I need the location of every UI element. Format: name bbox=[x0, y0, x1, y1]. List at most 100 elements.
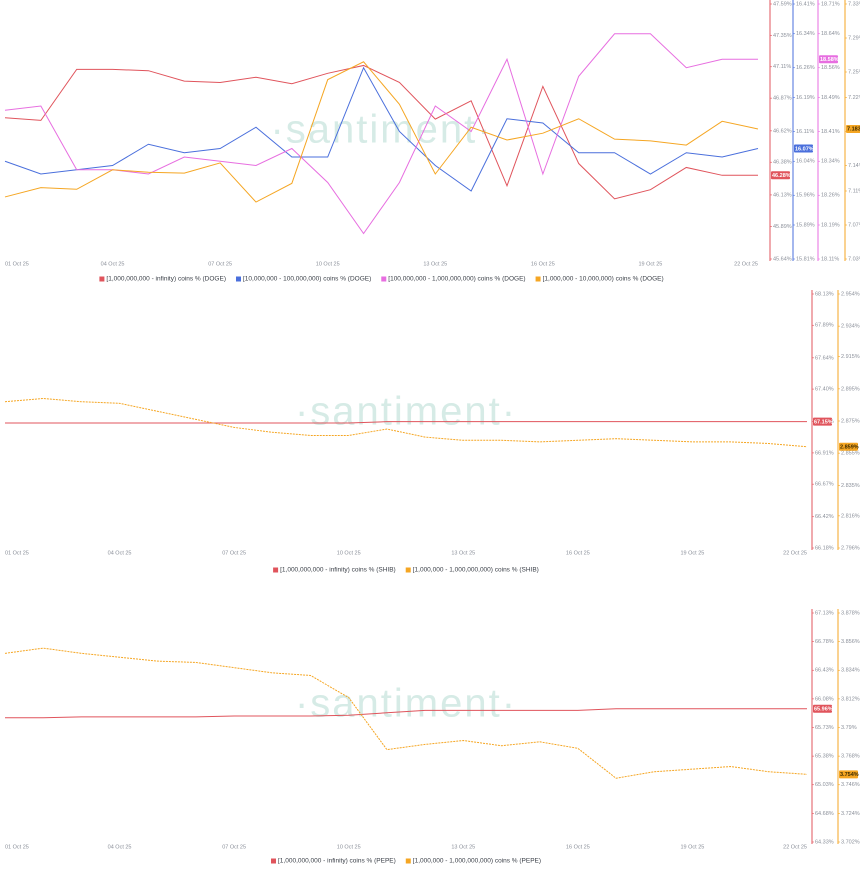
y-tick-label: 66.43% bbox=[815, 668, 834, 674]
x-tick-label: 04 Oct 25 bbox=[108, 550, 132, 556]
y-tick-label: 66.42% bbox=[815, 514, 834, 520]
x-tick-label: 07 Oct 25 bbox=[208, 261, 232, 267]
legend-swatch bbox=[235, 276, 241, 282]
x-tick-label: 01 Oct 25 bbox=[5, 550, 29, 556]
series-line bbox=[4, 66, 759, 192]
x-tick-label: 22 Oct 25 bbox=[783, 550, 807, 556]
legend-swatch bbox=[99, 276, 105, 282]
legend-swatch bbox=[381, 276, 387, 282]
x-tick-label: 19 Oct 25 bbox=[638, 261, 662, 267]
legend-label: [1,000,000 - 1,000,000,000) coins % (SHI… bbox=[413, 567, 539, 574]
x-tick-label: 04 Oct 25 bbox=[101, 261, 125, 267]
last-value-label: 3.754% bbox=[840, 772, 859, 778]
x-tick-label: 13 Oct 25 bbox=[451, 844, 475, 850]
y-tick-label: 65.03% bbox=[815, 782, 834, 788]
y-tick-label: 65.73% bbox=[815, 725, 834, 731]
x-tick-label: 07 Oct 25 bbox=[222, 550, 246, 556]
y-tick-label: 3.724% bbox=[841, 811, 860, 817]
x-tick-label: 22 Oct 25 bbox=[783, 844, 807, 850]
legend-swatch bbox=[535, 276, 541, 282]
x-tick-label: 04 Oct 25 bbox=[108, 844, 132, 850]
y-tick-label: 68.13% bbox=[815, 291, 834, 297]
watermark: ·santiment· bbox=[295, 682, 517, 726]
y-tick-label: 46.13% bbox=[773, 192, 792, 198]
y-tick-label: 18.26% bbox=[821, 193, 840, 199]
y-tick-label: 2.915% bbox=[841, 354, 860, 360]
last-value-label: 16.07% bbox=[795, 146, 814, 152]
x-tick-label: 16 Oct 25 bbox=[566, 844, 590, 850]
x-tick-label: 16 Oct 25 bbox=[531, 261, 555, 267]
legend-label: [10,000,000 - 100,000,000) coins % (DOGE… bbox=[243, 276, 371, 283]
last-value-label: 7.183% bbox=[847, 127, 860, 133]
series-line bbox=[4, 33, 758, 235]
y-tick-label: 16.34% bbox=[796, 31, 815, 37]
y-tick-label: 15.89% bbox=[796, 222, 815, 228]
y-tick-label: 15.81% bbox=[796, 256, 815, 262]
y-tick-label: 16.11% bbox=[796, 129, 814, 135]
x-tick-label: 10 Oct 25 bbox=[316, 261, 340, 267]
last-value-label: 2.859% bbox=[840, 444, 859, 450]
chart-panel: ·santiment· 01 Oct 25 04 Oct 25 07 Oct 25 10… bbox=[4, 290, 860, 574]
y-tick-label: 3.702% bbox=[841, 839, 860, 845]
last-value-label: 46.28% bbox=[772, 173, 791, 179]
legend-label: [1,000,000,000 - infinity) coins % (PEPE… bbox=[278, 858, 396, 865]
y-tick-label: 66.08% bbox=[815, 696, 834, 702]
y-tick-label: 2.954% bbox=[841, 291, 860, 297]
y-tick-label: 3.768% bbox=[841, 754, 860, 760]
y-tick-label: 64.68% bbox=[815, 811, 834, 817]
y-tick-label: 2.855% bbox=[841, 451, 860, 457]
y-tick-label: 47.59% bbox=[773, 1, 792, 7]
y-tick-label: 7.07% bbox=[848, 222, 860, 228]
y-tick-label: 18.49% bbox=[821, 95, 840, 101]
y-tick-label: 46.87% bbox=[773, 96, 792, 102]
legend: [1,000,000,000 - infinity) coins % (SHIB… bbox=[273, 567, 539, 574]
y-tick-label: 3.746% bbox=[841, 782, 860, 788]
y-tick-label: 18.56% bbox=[821, 65, 840, 71]
y-tick-label: 66.67% bbox=[815, 482, 834, 488]
watermark: ·santiment· bbox=[295, 390, 517, 434]
x-tick-label: 01 Oct 25 bbox=[5, 261, 29, 267]
y-tick-label: 2.816% bbox=[841, 513, 860, 519]
y-tick-label: 67.40% bbox=[815, 387, 834, 393]
last-value-label: 67.15% bbox=[814, 419, 833, 425]
y-tick-label: 2.796% bbox=[841, 545, 860, 551]
y-tick-label: 67.13% bbox=[815, 610, 834, 616]
legend-swatch bbox=[271, 858, 276, 864]
legend-label: [1,000,000 - 10,000,000) coins % (DOGE) bbox=[543, 276, 664, 283]
y-tick-label: 2.875% bbox=[841, 418, 860, 424]
last-value-label: 18.58% bbox=[820, 57, 839, 63]
y-tick-label: 66.78% bbox=[815, 639, 834, 645]
x-tick-label: 01 Oct 25 bbox=[5, 844, 29, 850]
y-tick-label: 18.71% bbox=[821, 1, 840, 7]
legend-label: [1,000,000,000 - infinity) coins % (DOGE… bbox=[106, 276, 226, 283]
legend-label: [1,000,000 - 1,000,000,000) coins % (PEP… bbox=[413, 858, 541, 865]
legend-swatch bbox=[273, 567, 279, 573]
y-tick-label: 66.91% bbox=[815, 450, 834, 456]
y-tick-label: 47.11% bbox=[773, 64, 791, 70]
y-tick-label: 18.34% bbox=[821, 159, 840, 165]
last-value-badge bbox=[813, 417, 832, 426]
y-tick-label: 15.96% bbox=[796, 193, 815, 199]
y-tick-label: 7.29% bbox=[848, 35, 860, 41]
last-value-badge bbox=[771, 171, 790, 180]
y-tick-label: 3.834% bbox=[841, 668, 860, 674]
x-tick-label: 19 Oct 25 bbox=[680, 844, 704, 850]
y-tick-label: 45.89% bbox=[773, 224, 792, 230]
y-tick-label: 67.64% bbox=[815, 355, 834, 361]
y-tick-label: 47.35% bbox=[773, 33, 792, 39]
watermark: ·santiment· bbox=[270, 108, 492, 152]
chart-panel: ·santiment· 01 Oct 25 04 Oct 25 07 Oct 25 10… bbox=[4, 609, 860, 865]
y-tick-label: 18.64% bbox=[821, 31, 840, 37]
last-value-badge bbox=[839, 442, 858, 451]
y-tick-label: 3.856% bbox=[841, 639, 860, 645]
y-tick-label: 45.64% bbox=[773, 256, 792, 262]
x-tick-label: 10 Oct 25 bbox=[337, 844, 361, 850]
last-value-label: 65.96% bbox=[814, 706, 833, 712]
x-tick-label: 10 Oct 25 bbox=[337, 550, 361, 556]
x-tick-label: 07 Oct 25 bbox=[222, 844, 246, 850]
y-tick-label: 16.41% bbox=[796, 1, 815, 7]
y-tick-label: 66.18% bbox=[815, 545, 834, 551]
y-tick-label: 7.11% bbox=[848, 188, 860, 194]
y-tick-label: 16.26% bbox=[796, 65, 815, 71]
